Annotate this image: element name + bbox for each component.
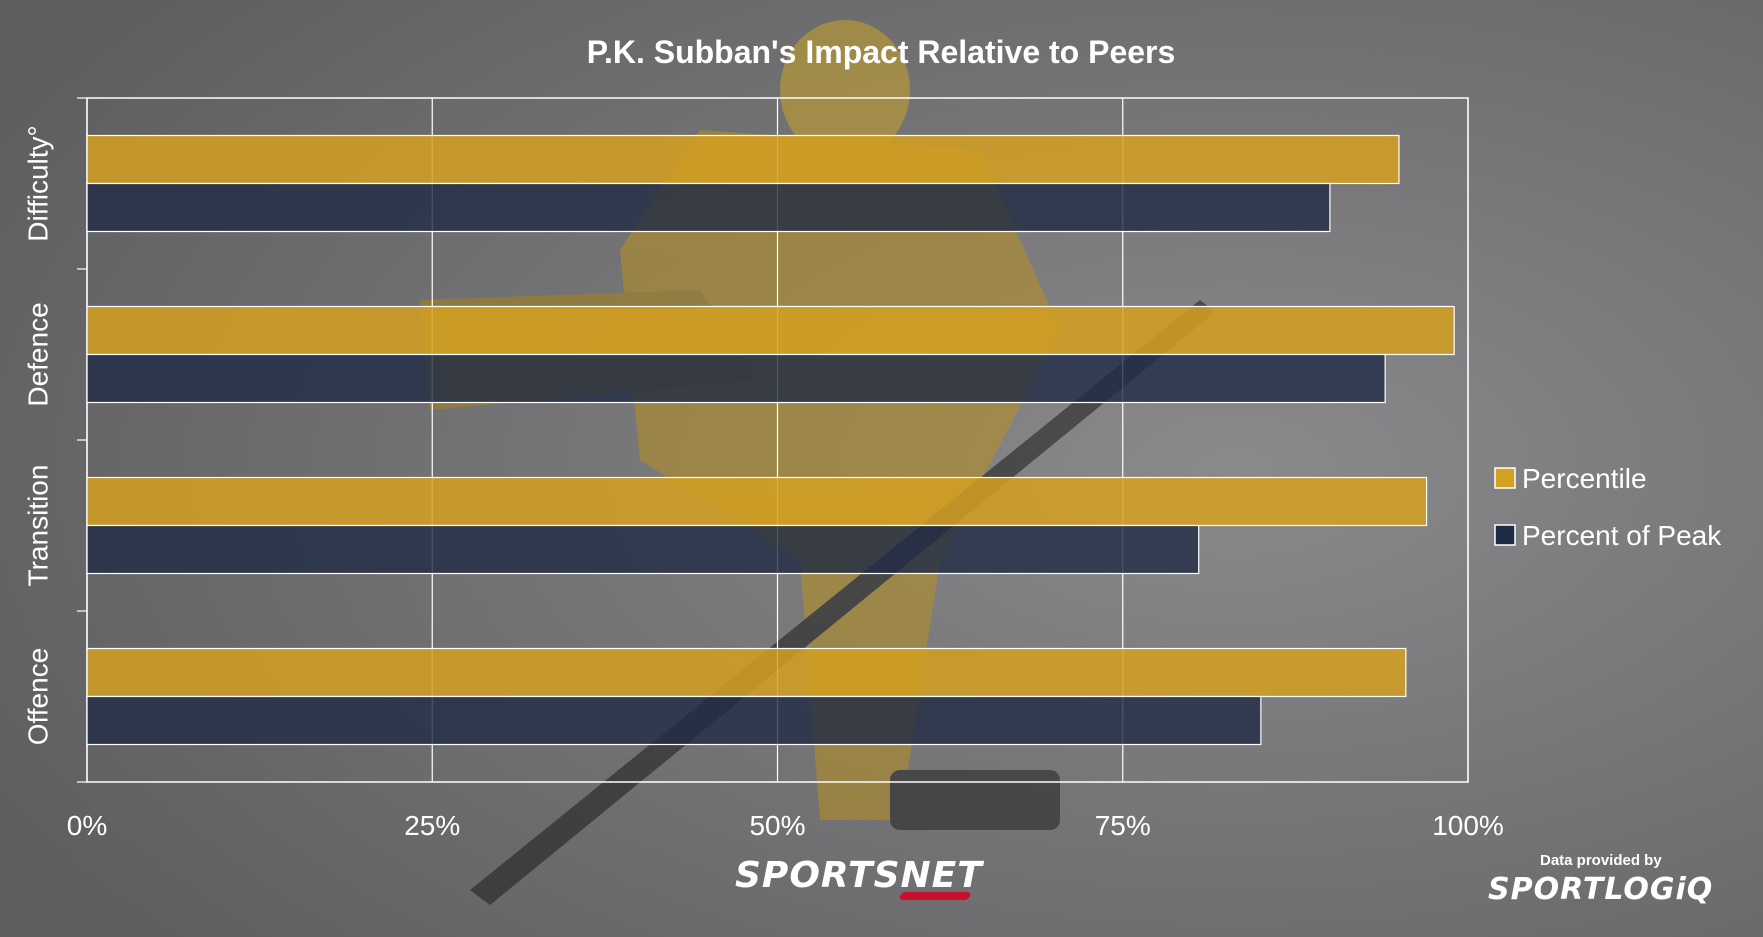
y-category-label: Defence [22,302,53,406]
bar-percentile [86,476,1428,527]
x-tick-label: 0% [67,810,107,841]
x-tick-label: 50% [749,810,805,841]
bar-percentile [86,134,1400,185]
bar-percent-of-peak [86,695,1262,746]
bar-percentile [86,647,1407,698]
sportsnet-logo: SPORTSNET [735,855,983,896]
axes: 0% 25% 50% 75% 100% Difficulty° Defence Transit… [22,97,1504,841]
sportlogiq-logo: SPORTLOGiQ [1488,872,1714,907]
bar-percent-of-peak [86,353,1386,404]
bars [86,134,1455,746]
y-category-label: Difficulty° [22,125,53,241]
y-category-label: Transition [22,465,53,587]
legend-swatch [1494,467,1516,489]
y-category-label: Offence [22,648,53,746]
bar-percentile [86,305,1455,356]
provider-caption: Data provided by [1540,852,1662,869]
chart-title: P.K. Subban's Impact Relative to Peers [587,34,1176,70]
legend: Percentile Percent of Peak [1494,463,1722,551]
bar-percent-of-peak [86,524,1200,575]
legend-label: Percentile [1522,463,1647,494]
bar-percent-of-peak [86,182,1331,233]
sportsnet-swoosh-icon [898,892,972,900]
legend-swatch [1494,524,1516,546]
x-tick-label: 75% [1095,810,1151,841]
x-tick-label: 25% [404,810,460,841]
legend-label: Percent of Peak [1522,520,1722,551]
x-tick-label: 100% [1432,810,1504,841]
